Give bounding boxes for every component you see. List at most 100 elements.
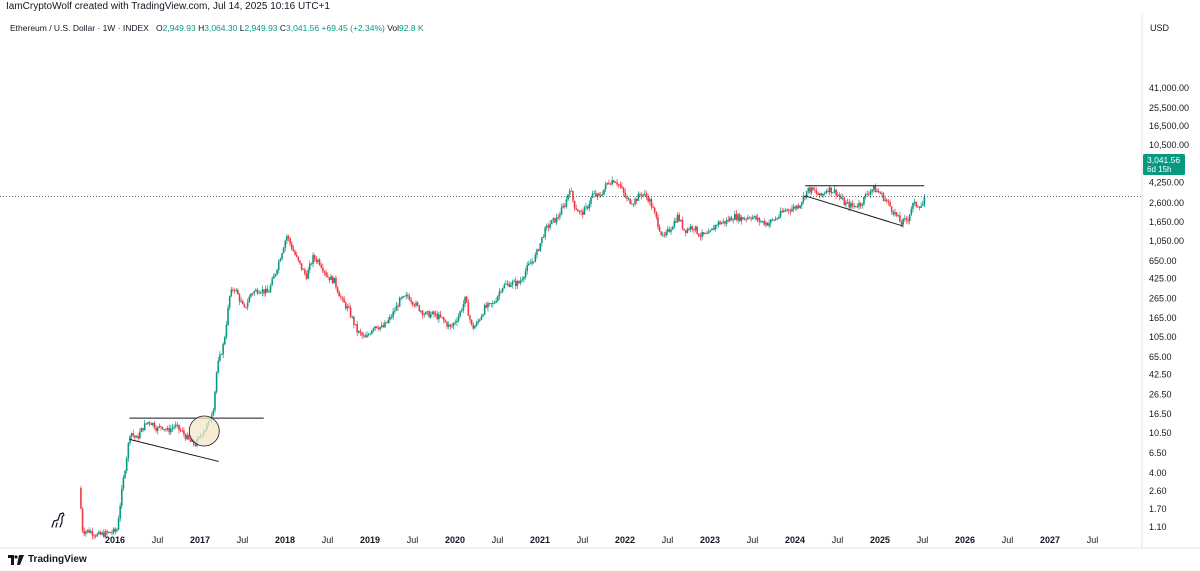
candle-body	[640, 195, 643, 197]
candle-body	[501, 288, 504, 292]
candle-body	[784, 210, 787, 212]
price-axis[interactable]: 1.10 1.70 2.60 4.00 6.50 10.50 16.50 26.50 42.50…	[1149, 83, 1189, 532]
candle-body	[308, 263, 311, 270]
candle-body	[696, 226, 698, 234]
candle-body	[539, 243, 542, 251]
candle-body	[828, 187, 831, 192]
candle-body	[773, 219, 775, 221]
candle-body	[361, 332, 363, 336]
candle-body	[212, 410, 215, 416]
candle-body	[439, 314, 442, 318]
symbol-legend[interactable]: Ethereum / U.S. Dollar · 1W · INDEX O2,9…	[10, 22, 424, 34]
candle-body	[660, 231, 663, 235]
candle-body	[789, 210, 792, 212]
candle-body	[689, 226, 692, 230]
candle-body	[362, 335, 365, 337]
candle-body	[462, 303, 465, 311]
candle-body	[516, 281, 519, 286]
candle-body	[575, 208, 578, 210]
candle-body	[89, 531, 92, 533]
candle-body	[472, 324, 475, 329]
candle-body	[820, 193, 823, 196]
candle-body	[622, 187, 625, 193]
candle-body	[879, 192, 882, 194]
candle-body	[832, 192, 834, 194]
candle-body	[170, 428, 172, 433]
candle-body	[658, 226, 661, 232]
candle-body	[599, 195, 602, 197]
candle-body	[616, 182, 618, 185]
candle-body	[434, 313, 437, 315]
candle-body	[810, 187, 813, 193]
candle-body	[452, 322, 455, 327]
candle-body	[568, 190, 571, 195]
candle-body	[791, 208, 793, 212]
candle-body	[251, 293, 254, 295]
candle-body	[593, 193, 596, 195]
candle-body	[666, 229, 669, 232]
candle-body	[500, 291, 502, 293]
price-tick-label: 6.50	[1149, 448, 1167, 458]
candle-body	[235, 289, 238, 291]
candle-body	[191, 439, 193, 442]
candle-body	[443, 317, 445, 321]
candle-body	[743, 218, 746, 220]
candle-body	[364, 335, 367, 338]
candle-body	[353, 316, 355, 325]
candle-body	[711, 228, 713, 231]
candle-body	[152, 422, 154, 425]
candle-body	[758, 217, 761, 222]
candle-body	[858, 202, 860, 207]
time-axis[interactable]: 2016 Jul 2017 Jul 2018 Jul 2019 Jul 2020 Jul 2021 J…	[105, 535, 1098, 545]
candle-body	[371, 330, 373, 334]
trendline[interactable]	[805, 195, 904, 227]
candle-body	[496, 295, 499, 301]
candle-body	[153, 422, 156, 429]
candle-body	[227, 307, 229, 325]
candle-body	[328, 277, 331, 281]
candle-body	[546, 225, 548, 228]
candle-body	[168, 428, 171, 433]
candle-body	[465, 296, 468, 303]
candle-body	[550, 219, 553, 225]
candle-body	[853, 205, 855, 207]
candle-body	[366, 335, 368, 338]
month-tick-label: Jul	[407, 535, 419, 545]
annotations-layer	[129, 185, 925, 462]
candle-body	[604, 184, 607, 190]
candle-body	[127, 443, 130, 459]
candle-body	[343, 298, 345, 303]
year-tick-label: 2025	[870, 535, 890, 545]
candle-body	[823, 193, 826, 195]
candle-body	[890, 206, 893, 212]
candle-body	[313, 255, 316, 260]
candle-body	[114, 528, 117, 532]
candle-body	[384, 322, 386, 328]
candle-body	[420, 310, 422, 312]
candle-body	[671, 227, 674, 230]
price-tick-label: 41,000.00	[1149, 83, 1189, 93]
candle-body	[742, 217, 744, 220]
candle-body	[446, 322, 448, 327]
candle-body	[510, 284, 512, 287]
attribution-text: IamCryptoWolf created with TradingView.c…	[6, 1, 330, 12]
brand-footer[interactable]: TradingView	[8, 552, 87, 568]
candle-body	[814, 189, 816, 191]
trendline[interactable]	[129, 438, 219, 462]
candle-body	[760, 221, 762, 223]
candle-body	[815, 190, 818, 194]
candle-body	[822, 193, 824, 196]
candle-body	[740, 217, 743, 222]
candle-body	[245, 306, 247, 308]
candle-body	[802, 195, 805, 203]
close-value: 3,041.56	[286, 23, 320, 33]
attribution-bar: IamCryptoWolf created with TradingView.c…	[0, 0, 1200, 14]
candle-body	[532, 261, 535, 263]
candle-body	[632, 204, 635, 205]
candle-body	[567, 194, 569, 200]
breakout-circle[interactable]	[188, 415, 220, 447]
symbol-name[interactable]: Ethereum / U.S. Dollar · 1W · INDEX	[10, 23, 149, 33]
candle-body	[792, 206, 795, 209]
price-tick-label: 42.50	[1149, 370, 1172, 380]
